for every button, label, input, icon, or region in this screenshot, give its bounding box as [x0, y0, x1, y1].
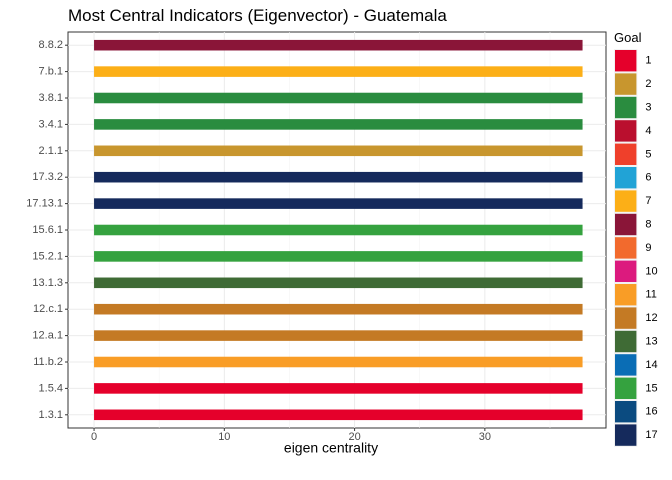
legend-label: 1 [645, 55, 651, 67]
x-tick-label: 0 [91, 431, 97, 443]
y-tick-label: 11.b.2 [33, 356, 63, 368]
y-tick-label: 17.13.1 [26, 198, 63, 210]
y-tick-label: 2.1.1 [39, 145, 63, 157]
bar-2.1.1 [94, 145, 583, 157]
legend-key-17 [615, 424, 637, 446]
legend-label: 3 [645, 102, 651, 114]
bar-8.8.2 [94, 39, 583, 51]
legend-label: 10 [645, 265, 657, 277]
legend-label: 12 [645, 312, 657, 324]
legend-key-12 [615, 307, 637, 329]
legend-key-5 [615, 143, 637, 165]
chart-title: Most Central Indicators (Eigenvector) - … [68, 6, 447, 25]
y-tick-label: 8.8.2 [39, 39, 63, 51]
legend-label: 2 [645, 78, 651, 90]
y-tick-label: 7.b.1 [39, 66, 63, 78]
bar-17.13.1 [94, 198, 583, 209]
legend-label: 17 [645, 429, 657, 441]
legend-key-16 [615, 401, 637, 423]
bar-12.a.1 [94, 330, 583, 341]
legend-key-11 [615, 284, 637, 306]
x-tick-label: 30 [479, 431, 491, 443]
legend-key-9 [615, 237, 637, 259]
y-tick-label: 1.5.4 [39, 382, 63, 394]
legend-key-1 [615, 50, 637, 72]
y-tick-label: 3.4.1 [39, 118, 63, 130]
y-tick-label: 17.3.2 [32, 171, 63, 183]
y-tick-label: 1.3.1 [39, 409, 63, 421]
bar-13.1.3 [94, 277, 583, 289]
legend-label: 15 [645, 382, 657, 394]
legend-key-15 [615, 377, 637, 399]
bar-11.b.2 [94, 356, 583, 368]
bar-3.4.1 [94, 119, 583, 130]
legend-label: 7 [645, 195, 651, 207]
legend-label: 4 [645, 125, 651, 137]
x-tick-label: 10 [218, 431, 230, 443]
legend-label: 5 [645, 148, 651, 160]
legend-key-7 [615, 190, 637, 212]
bar-1.5.4 [94, 383, 583, 394]
y-tick-label: 15.2.1 [32, 250, 63, 262]
legend-key-10 [615, 260, 637, 282]
bar-3.8.1 [94, 92, 583, 104]
legend-label: 9 [645, 242, 651, 254]
legend-label: 8 [645, 219, 651, 231]
legend-label: 16 [645, 406, 657, 418]
y-tick-label: 12.a.1 [32, 330, 63, 342]
y-tick-label: 13.1.3 [32, 277, 63, 289]
x-tick-label: 20 [348, 431, 360, 443]
legend-label: 13 [645, 336, 657, 348]
bar-7.b.1 [94, 66, 583, 77]
legend-label: 14 [645, 359, 657, 371]
x-axis-title: eigen centrality [284, 439, 378, 455]
y-tick-label: 3.8.1 [39, 92, 63, 104]
y-tick-label: 15.6.1 [32, 224, 63, 236]
legend-label: 6 [645, 172, 651, 184]
legend-key-3 [615, 96, 637, 119]
bar-1.3.1 [94, 409, 583, 421]
legend-key-6 [615, 167, 637, 189]
bar-17.3.2 [94, 171, 583, 183]
bar-12.c.1 [94, 303, 583, 315]
legend-key-13 [615, 330, 637, 353]
legend-key-14 [615, 354, 637, 376]
legend-title: Goal [614, 30, 642, 45]
y-axis: 8.8.2 7.b.1 3.8.1 3.4.1 2.1.1 17.3.2 17.13.1 15… [26, 39, 68, 421]
legend-key-4 [615, 120, 637, 142]
legend-key-8 [615, 213, 637, 236]
legend-key-2 [615, 73, 637, 95]
y-tick-label: 12.c.1 [33, 303, 63, 315]
bar-15.2.1 [94, 251, 583, 262]
legend-label: 11 [645, 289, 656, 301]
x-axis: 0 10 20 30 [91, 428, 491, 443]
bar-15.6.1 [94, 224, 583, 236]
bars [94, 39, 583, 421]
